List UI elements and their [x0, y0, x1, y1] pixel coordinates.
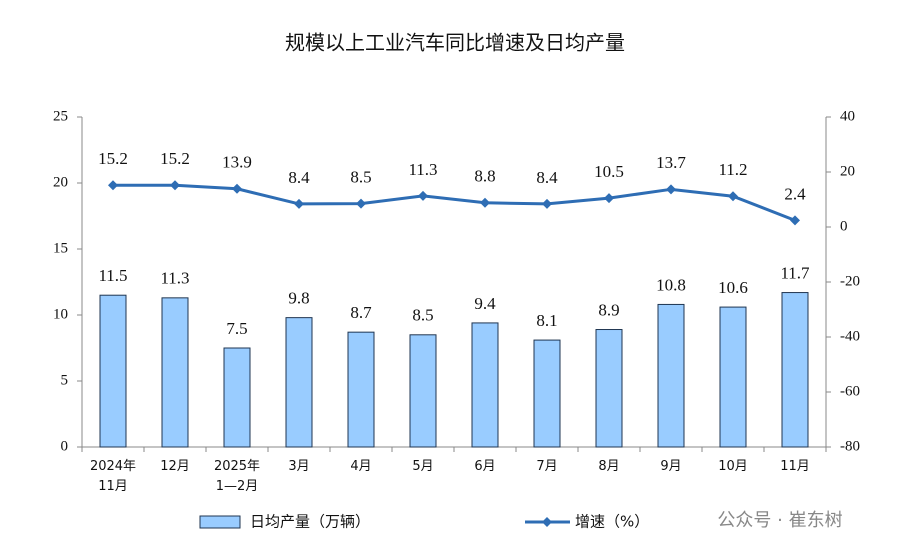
y2-tick-label: 40 [840, 108, 855, 124]
bar [657, 303, 685, 448]
y-tick-label: 10 [53, 306, 68, 322]
line-value-label: 10.5 [594, 162, 624, 181]
bar-value-label: 7.5 [226, 319, 247, 338]
line-value-label: 15.2 [98, 149, 128, 168]
line-marker [790, 215, 800, 226]
bar [409, 334, 437, 448]
legend-marker [542, 517, 552, 527]
x-tick-label: 2024年 11月 [90, 459, 136, 494]
bar-value-label: 10.6 [718, 278, 748, 297]
y2-tick-label: 20 [840, 163, 855, 179]
bar [347, 331, 375, 448]
x-tick-label: 9月 [660, 459, 681, 474]
y-tick-label: 5 [61, 372, 69, 388]
bar-value-label: 9.8 [288, 289, 309, 308]
bar-value-label: 11.5 [98, 266, 127, 285]
x-tick-label: 10月 [718, 459, 748, 474]
y-tick-label: 20 [53, 174, 68, 190]
bar-value-label: 8.7 [350, 303, 372, 322]
x-tick-label: 8月 [598, 459, 619, 474]
line-value-label: 8.4 [288, 168, 310, 187]
y2-tick-label: -80 [840, 438, 860, 454]
line-value-label: 8.4 [536, 168, 558, 187]
line-value-label: 13.7 [656, 153, 686, 172]
bar [99, 294, 127, 448]
bar [161, 297, 189, 448]
bar [223, 347, 251, 448]
x-tick-label: 11月 [780, 459, 810, 474]
y2-tick-label: -60 [840, 383, 860, 399]
bar-value-label: 8.9 [598, 300, 619, 319]
line-marker [108, 180, 118, 191]
line [113, 183, 796, 222]
y2-tick-label: 0 [840, 218, 848, 234]
legend-swatch [199, 515, 241, 529]
legend-label: 增速（%） [575, 513, 649, 531]
y-tick-label: 25 [53, 108, 68, 124]
line-value-label: 11.3 [408, 160, 437, 179]
line-marker [728, 191, 738, 202]
bar-value-label: 9.4 [474, 294, 496, 313]
line-marker [232, 183, 242, 194]
y2-tick-label: -40 [840, 328, 860, 344]
y-tick-label: 0 [61, 438, 69, 454]
bar-value-label: 8.5 [412, 306, 433, 325]
x-tick-label: 4月 [350, 459, 371, 474]
line-marker [294, 198, 304, 209]
line-value-label: 2.4 [784, 184, 806, 203]
x-tick-label: 6月 [474, 459, 495, 474]
line-value-label: 11.2 [718, 160, 747, 179]
y-tick-label: 15 [53, 240, 68, 256]
x-tick-label: 2025年 1—2月 [214, 459, 260, 494]
y2-tick-label: -20 [840, 273, 860, 289]
watermark: 公众号 · 崔东树 [717, 510, 842, 531]
line-marker [666, 184, 676, 195]
bar [719, 306, 747, 448]
line-marker [418, 190, 428, 201]
x-tick-label: 7月 [536, 459, 557, 474]
bar-value-label: 10.8 [656, 275, 686, 294]
x-tick-label: 3月 [288, 459, 309, 474]
line-marker [356, 198, 366, 209]
bar [471, 322, 499, 448]
x-tick-label: 5月 [412, 459, 433, 474]
chart-title: 规模以上工业汽车同比增速及日均产量 [285, 31, 625, 55]
line-marker [170, 180, 180, 191]
bar-value-label: 11.3 [160, 269, 189, 288]
line-marker [480, 197, 490, 208]
line-value-label: 13.9 [222, 153, 252, 172]
bar-value-label: 11.7 [780, 263, 810, 282]
bar [533, 339, 561, 448]
bar [285, 317, 313, 448]
x-tick-label: 12月 [160, 459, 190, 474]
line-value-label: 8.8 [474, 167, 495, 186]
line-marker [604, 193, 614, 204]
bar-value-label: 8.1 [536, 311, 557, 330]
legend-label: 日均产量（万辆） [250, 513, 370, 531]
line-value-label: 15.2 [160, 149, 190, 168]
bar [781, 292, 809, 448]
bar [595, 329, 623, 448]
line-value-label: 8.5 [350, 168, 371, 187]
line-marker [542, 198, 552, 209]
